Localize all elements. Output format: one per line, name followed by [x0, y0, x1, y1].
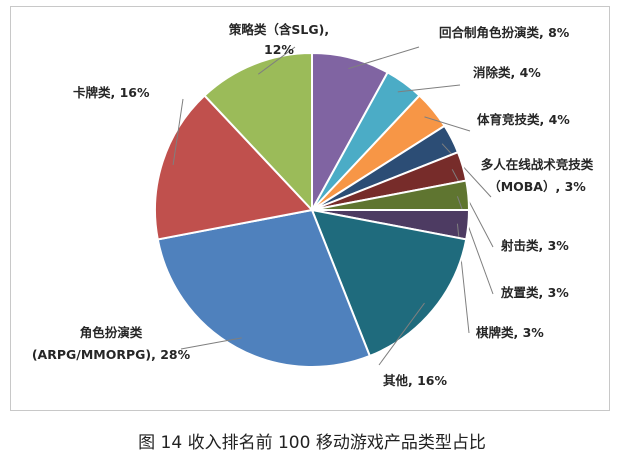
slice-label: 回合制角色扮演类, 8% [439, 25, 570, 40]
slice-label: 消除类, 4% [473, 65, 541, 80]
slice-label: 棋牌类, 3% [475, 325, 544, 340]
pie-slice [310, 208, 468, 358]
slice-label: 其他, 16% [383, 373, 447, 388]
leader-line [258, 46, 296, 75]
slice-label: 射击类, 3% [500, 238, 569, 253]
pie-slice [203, 51, 313, 213]
slice-label: 体育竞技类, 4% [477, 112, 570, 127]
leader-line [441, 143, 492, 198]
leader-line [172, 98, 184, 165]
pie-slice [153, 94, 314, 241]
leader-line [397, 84, 461, 93]
chart-frame: 回合制角色扮演类, 8% 消除类, 4% 体育竞技类, 4% 多人在线战术竞技类（MO… [10, 6, 610, 411]
leader-line [378, 302, 425, 366]
slice-label: 卡牌类, 16% [73, 85, 150, 100]
figure-caption: 图 14 收入排名前 100 移动游戏产品类型占比 [138, 433, 486, 453]
pie-slice [156, 208, 372, 368]
leader-line [424, 116, 471, 132]
leader-line [348, 46, 420, 70]
pie-chart: 回合制角色扮演类, 8% 消除类, 4% 体育竞技类, 4% 多人在线战术竞技类（MO… [32, 22, 594, 388]
slice-label: 角色扮演类(ARPG/MMORPG), 28% [32, 325, 191, 362]
slice-label: 多人在线战术竞技类（MOBA）, 3% [481, 157, 594, 194]
slice-label: 放置类, 3% [500, 285, 569, 300]
slice-label: 策略类（含SLG), 12% [229, 22, 329, 57]
leader-line [180, 337, 242, 350]
